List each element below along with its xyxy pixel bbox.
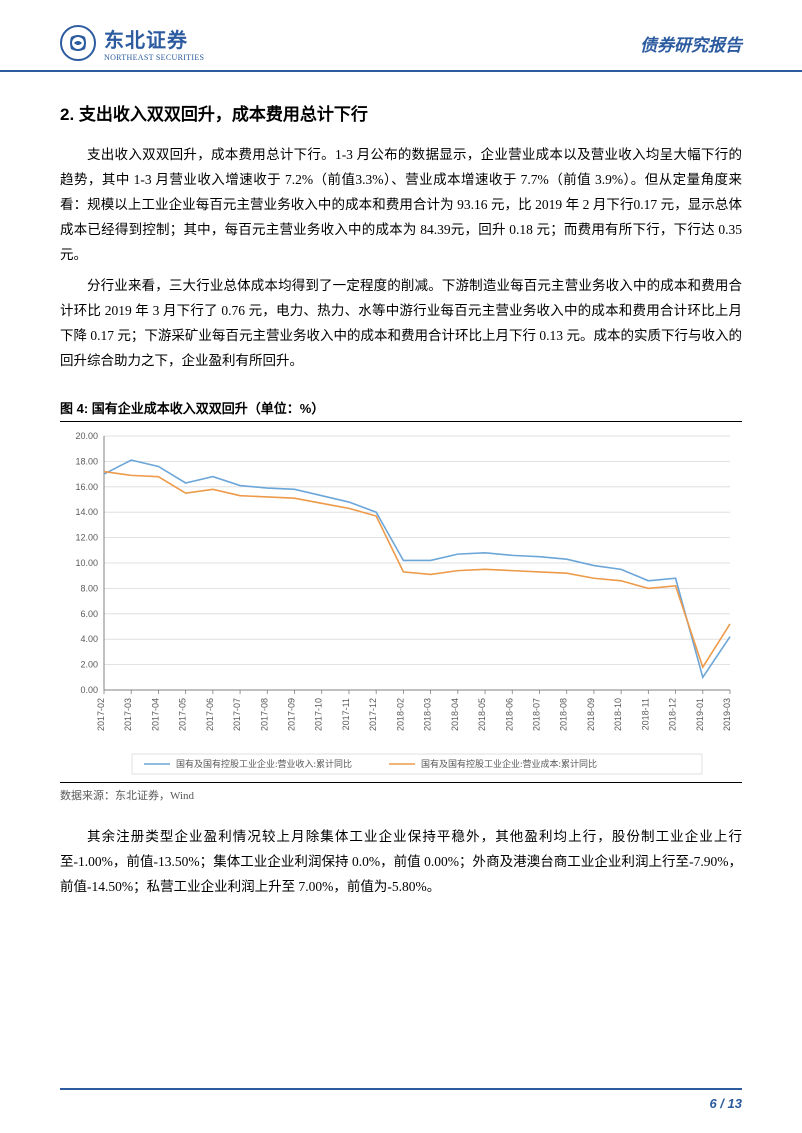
svg-text:2017-11: 2017-11 <box>341 698 351 730</box>
svg-text:2017-12: 2017-12 <box>368 698 378 731</box>
svg-text:10.00: 10.00 <box>75 558 98 568</box>
svg-text:14.00: 14.00 <box>75 507 98 517</box>
svg-text:2.00: 2.00 <box>80 659 98 669</box>
svg-text:2018-08: 2018-08 <box>559 698 569 731</box>
section-title: 2. 支出收入双双回升，成本费用总计下行 <box>60 100 742 125</box>
chart-container: 0.00 2.00 4.00 6.00 8.00 10.00 12.00 14.00 16.00… <box>60 428 740 778</box>
svg-text:2017-04: 2017-04 <box>150 698 160 731</box>
figure-title: 图 4: 国有企业成本收入双双回升（单位：%） <box>60 398 742 422</box>
figure-source: 数据来源：东北证券，Wind <box>60 782 742 803</box>
svg-text:国有及国有控股工业企业:营业收入:累计同比: 国有及国有控股工业企业:营业收入:累计同比 <box>176 758 352 769</box>
line-chart: 0.00 2.00 4.00 6.00 8.00 10.00 12.00 14.00 16.00… <box>60 428 740 778</box>
svg-text:国有及国有控股工业企业:营业成本:累计同比: 国有及国有控股工业企业:营业成本:累计同比 <box>421 758 597 769</box>
figure-block: 图 4: 国有企业成本收入双双回升（单位：%） 0.00 2.00 4.00 6.00… <box>60 398 742 803</box>
svg-text:12.00: 12.00 <box>75 532 98 542</box>
svg-text:8.00: 8.00 <box>80 583 98 593</box>
svg-text:2018-06: 2018-06 <box>504 698 514 731</box>
paragraph-2: 分行业来看，三大行业总体成本均得到了一定程度的削减。下游制造业每百元主营业务收入… <box>60 274 742 374</box>
logo-cn-text: 东北证券 <box>104 24 204 53</box>
page-number: 6 / 13 <box>709 1096 742 1111</box>
svg-text:2018-12: 2018-12 <box>668 698 678 731</box>
page-footer: 6 / 13 <box>60 1088 742 1111</box>
svg-text:16.00: 16.00 <box>75 482 98 492</box>
page-header: 东北证券 NORTHEAST SECURITIES 债券研究报告 <box>0 0 802 72</box>
svg-text:2017-05: 2017-05 <box>178 698 188 731</box>
svg-text:2017-02: 2017-02 <box>96 698 106 731</box>
svg-text:2018-03: 2018-03 <box>423 698 433 731</box>
svg-text:0.00: 0.00 <box>80 685 98 695</box>
svg-text:2018-02: 2018-02 <box>395 698 405 731</box>
svg-text:2019-03: 2019-03 <box>722 698 732 731</box>
svg-text:2018-11: 2018-11 <box>640 698 650 730</box>
report-type: 债券研究报告 <box>640 31 742 56</box>
logo-en-text: NORTHEAST SECURITIES <box>104 53 204 62</box>
svg-text:6.00: 6.00 <box>80 609 98 619</box>
main-content: 2. 支出收入双双回升，成本费用总计下行 支出收入双双回升，成本费用总计下行。1… <box>0 72 802 926</box>
logo-block: 东北证券 NORTHEAST SECURITIES <box>60 24 204 62</box>
svg-text:2017-06: 2017-06 <box>205 698 215 731</box>
svg-text:18.00: 18.00 <box>75 456 98 466</box>
logo-icon <box>60 25 96 61</box>
paragraph-3: 其余注册类型企业盈利情况较上月除集体工业企业保持平稳外，其他盈利均上行，股份制工… <box>60 825 742 900</box>
svg-text:2018-10: 2018-10 <box>613 698 623 731</box>
svg-text:2018-04: 2018-04 <box>450 698 460 731</box>
svg-text:2018-07: 2018-07 <box>531 698 541 731</box>
svg-text:20.00: 20.00 <box>75 431 98 441</box>
svg-text:2017-03: 2017-03 <box>123 698 133 731</box>
svg-text:2017-08: 2017-08 <box>259 698 269 731</box>
svg-text:2017-09: 2017-09 <box>287 698 297 731</box>
svg-text:2018-09: 2018-09 <box>586 698 596 731</box>
svg-text:2017-07: 2017-07 <box>232 698 242 731</box>
svg-text:4.00: 4.00 <box>80 634 98 644</box>
svg-text:2018-05: 2018-05 <box>477 698 487 731</box>
svg-text:2017-10: 2017-10 <box>314 698 324 731</box>
paragraph-1: 支出收入双双回升，成本费用总计下行。1-3 月公布的数据显示，企业营业成本以及营… <box>60 143 742 268</box>
svg-text:2019-01: 2019-01 <box>695 698 705 731</box>
